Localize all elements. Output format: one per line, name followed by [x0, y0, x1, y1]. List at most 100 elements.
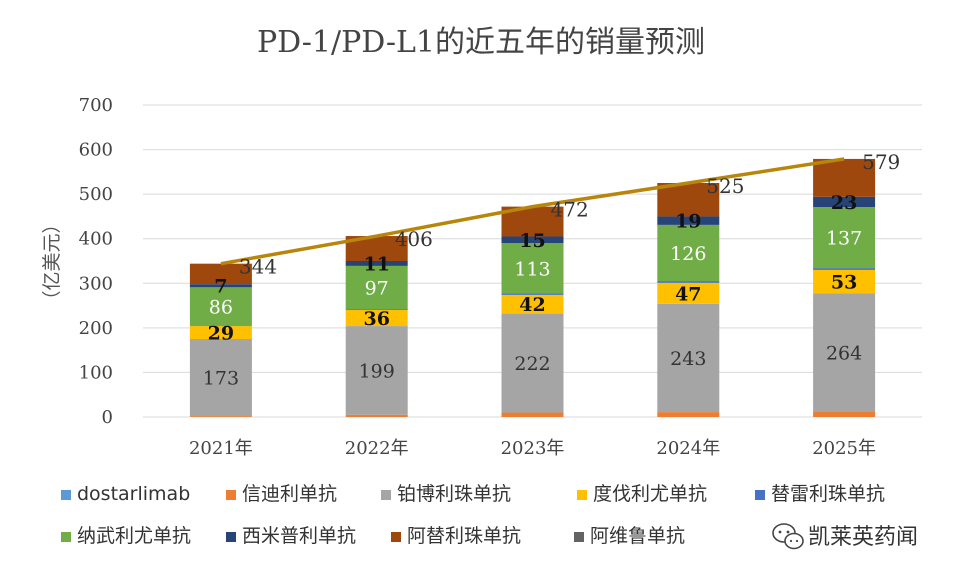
y-tick-label: 300 [79, 273, 113, 294]
segment-data-label: 137 [826, 228, 862, 250]
bar-segment [813, 158, 876, 197]
segment-data-label: 19 [675, 211, 701, 233]
segment-data-label: 47 [675, 283, 701, 305]
bar-segment [501, 243, 564, 294]
x-tick-label: 2023年 [501, 438, 565, 459]
total-data-label: 344 [239, 255, 277, 279]
total-line [220, 157, 845, 266]
y-tick-label: 600 [79, 140, 113, 161]
bars [189, 158, 876, 417]
segment-data-label: 53 [831, 272, 857, 294]
y-axis-label: （亿美元） [41, 214, 63, 309]
segment-data-label: 29 [208, 323, 234, 345]
bar-segment [501, 412, 564, 417]
legend-label: 铂博利珠单抗 [397, 483, 511, 505]
segment-data-label: 23 [831, 192, 857, 214]
segment-data-label: 36 [363, 308, 389, 330]
x-tick-label: 2024年 [656, 438, 720, 459]
bar-segment [657, 303, 720, 413]
bar-segment [813, 196, 876, 208]
segment-data-label: 7 [214, 276, 227, 298]
segment-labels: 173 29 867 199 36 97 11 222 42 113 15 243 47 126 19 264… [203, 192, 862, 390]
bar-segment [501, 236, 564, 244]
y-tick-label: 500 [79, 184, 113, 205]
legend: dostarlimab 信迪利单抗 铂博利珠单抗 度伐利尤单抗 替雷利珠单抗纳武利尤单抗… [61, 483, 885, 547]
bar-segment [813, 411, 876, 417]
segment-data-label: 243 [670, 348, 706, 370]
legend-label: 替雷利珠单抗 [771, 483, 885, 505]
y-tick-label: 400 [79, 229, 113, 250]
watermark: 凯莱英药闻 [772, 523, 918, 550]
legend-label: 信迪利单抗 [242, 483, 337, 505]
x-tick-label: 2022年 [345, 438, 409, 459]
segment-data-label: 126 [670, 243, 706, 265]
bar-segment [345, 261, 408, 266]
bar-segment [345, 265, 408, 310]
bar-segment [657, 224, 720, 282]
bar-segment [189, 284, 252, 288]
total-trend-line [220, 157, 845, 266]
bar-segment [657, 216, 720, 225]
bar-segment [813, 293, 876, 412]
x-tick-label: 2025年 [812, 438, 876, 459]
legend-swatch [391, 532, 401, 542]
segment-data-label: 42 [519, 294, 545, 316]
y-tick-label: 200 [79, 318, 113, 339]
bar-segment [501, 293, 564, 295]
y-tick-label: 700 [79, 95, 113, 116]
bar-segment [345, 414, 408, 417]
bar-segment [501, 294, 564, 314]
segment-data-label: 11 [363, 253, 389, 275]
bar-segment [813, 269, 876, 294]
bar-segment [345, 309, 408, 311]
segment-data-label: 86 [209, 296, 233, 318]
bar-segment [657, 282, 720, 304]
total-data-label: 472 [551, 198, 589, 222]
legend-swatch [61, 532, 71, 542]
legend-swatch [226, 490, 236, 500]
bar-segment [189, 416, 252, 417]
bar-segment [657, 281, 720, 283]
legend-label: 阿维鲁单抗 [590, 525, 685, 547]
legend-swatch [755, 490, 765, 500]
bar-segment [345, 326, 408, 415]
total-labels: 344 406 472 525 579 [239, 150, 900, 279]
segment-data-label: 15 [519, 230, 545, 252]
y-tick-label: 0 [102, 407, 113, 428]
segment-data-label: 199 [359, 360, 395, 382]
bar-segment [657, 183, 720, 217]
legend-swatch [574, 532, 584, 542]
legend-swatch [226, 532, 236, 542]
bar-segment [189, 287, 252, 326]
bar-segment [345, 310, 408, 327]
x-axis-ticks: 2021年 2022年 2023年 2024年 2025年 [189, 438, 876, 459]
bar-segment [813, 207, 876, 269]
bar-segment [189, 263, 252, 285]
legend-label: 纳武利尤单抗 [77, 525, 191, 547]
y-tick-label: 100 [79, 362, 113, 383]
segment-data-label: 113 [514, 258, 550, 280]
bar-segment [813, 268, 876, 270]
legend-label: dostarlimab [77, 483, 190, 505]
legend-swatch [381, 490, 391, 500]
segment-data-label: 222 [514, 353, 550, 375]
segment-data-label: 97 [365, 278, 389, 300]
bar-segment [501, 313, 564, 413]
segment-data-label: 264 [826, 342, 862, 364]
x-tick-label: 2021年 [189, 438, 253, 459]
wechat-icon [772, 523, 804, 550]
y-axis-ticks: 0 100 200 300 400 500 600 700 [79, 95, 113, 428]
bar-segment [189, 326, 252, 339]
total-data-label: 406 [395, 227, 433, 251]
legend-label: 西米普利单抗 [242, 525, 356, 547]
legend-label: 度伐利尤单抗 [593, 483, 707, 505]
legend-label: 阿替利珠单抗 [407, 525, 521, 547]
total-data-label: 579 [862, 150, 900, 174]
watermark-text: 凯莱英药闻 [808, 525, 918, 550]
bar-segment [189, 339, 252, 417]
chart-title: PD-1/PD-L1的近五年的销量预测 [257, 25, 705, 60]
segment-data-label: 173 [203, 368, 239, 390]
legend-swatch [577, 490, 587, 500]
